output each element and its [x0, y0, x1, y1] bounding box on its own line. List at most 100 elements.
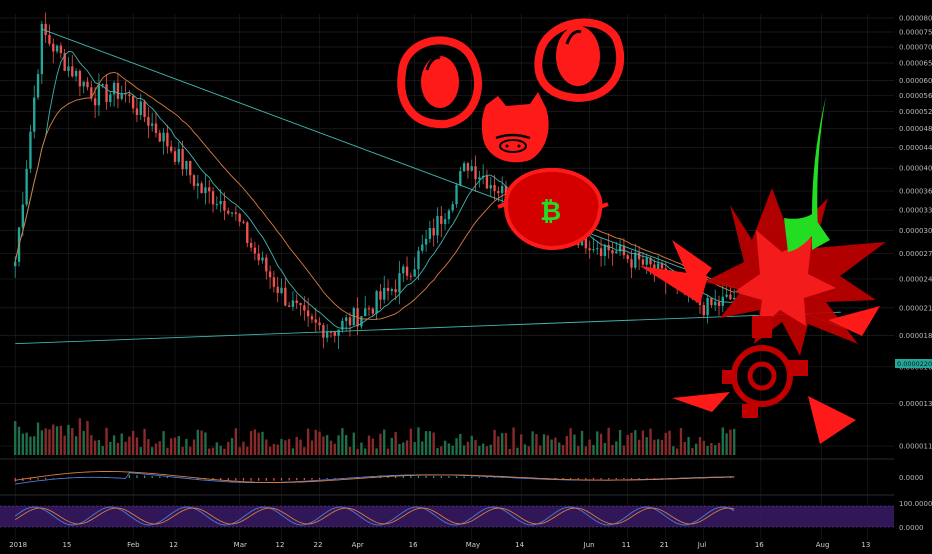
price-tick-label: 0.00008000 — [899, 15, 932, 23]
candle-body — [615, 251, 618, 254]
time-tick-label: Jun — [583, 541, 595, 549]
time-tick-label: Feb — [127, 541, 140, 549]
volume-bar — [580, 430, 584, 455]
volume-bar — [611, 444, 614, 455]
candle-body — [329, 331, 333, 333]
candle-body — [246, 222, 249, 243]
candle-body — [603, 245, 607, 256]
candle-body — [611, 250, 614, 254]
candle-body — [25, 168, 28, 205]
candle-body — [287, 305, 291, 307]
volume-bar — [181, 446, 184, 455]
macd-panel — [0, 458, 894, 496]
candle-body — [154, 123, 158, 133]
volume-bar — [596, 431, 599, 455]
time-tick-label: 14 — [515, 541, 524, 549]
volume-bar — [158, 441, 161, 455]
volume-bar — [17, 426, 21, 455]
candle-body — [291, 300, 295, 307]
candle-body — [215, 204, 219, 206]
volume-bar — [520, 434, 523, 455]
volume-bar — [398, 443, 401, 455]
candle-body — [402, 266, 405, 274]
volume-bar — [211, 447, 215, 455]
candle-body — [230, 212, 234, 214]
time-tick-label: 16 — [755, 541, 764, 549]
price-tick-label: 0.00004400 — [899, 144, 932, 152]
candle-body — [421, 244, 424, 251]
volume-bar — [550, 439, 553, 455]
candle-body — [189, 160, 192, 176]
volume-bar — [78, 418, 82, 455]
last-price-tag: 0.00002200 — [895, 359, 932, 368]
time-axis[interactable]: 2018 15 Feb 12 Mar 12 22 Apr 16 May 14 Jun 11 21 Jul 16… — [9, 541, 870, 549]
volume-bar — [246, 446, 249, 455]
candle-body — [185, 160, 188, 170]
volume-bar — [466, 441, 470, 455]
volume-bar — [500, 433, 504, 455]
candle-body — [223, 201, 226, 211]
candle-body — [626, 255, 629, 260]
candle-body — [497, 191, 500, 194]
candle-body — [390, 289, 394, 292]
candle-body — [729, 294, 732, 300]
volume-bar — [714, 445, 717, 455]
price-axis[interactable]: 0.00008000 0.00007500 0.00007000 0.00006500… — [899, 15, 932, 451]
volume-bar — [383, 429, 386, 455]
volume-bar — [573, 434, 576, 455]
candle-body — [451, 204, 454, 211]
candle-body — [200, 183, 203, 194]
volume-bar — [33, 436, 36, 455]
candle-body — [166, 132, 169, 147]
volume-bar — [421, 441, 424, 455]
volume-bar — [405, 440, 409, 455]
volume-bar — [592, 444, 595, 455]
volume-bar — [554, 437, 557, 455]
trendline — [15, 311, 841, 345]
candle-body — [455, 185, 458, 205]
candle-body — [242, 221, 245, 223]
candle-body — [424, 238, 428, 245]
bitcoin-lemon-icon: ₿ — [497, 167, 609, 251]
candle-body — [227, 210, 230, 214]
candle-body — [310, 316, 314, 320]
candle-body — [428, 228, 432, 239]
volume-bar — [668, 430, 671, 455]
candle-body — [131, 95, 135, 109]
left-eye-icon — [397, 36, 482, 129]
candle-body — [238, 213, 241, 222]
volume-bar — [729, 429, 732, 455]
volume-bar — [322, 436, 325, 455]
volume-bar — [234, 428, 238, 455]
volume-bar — [21, 433, 25, 455]
candle-body — [656, 263, 660, 272]
volume-bar — [459, 433, 462, 455]
candle-body — [352, 308, 355, 326]
volume-bar — [706, 445, 709, 455]
green-rocket-icon — [784, 96, 830, 252]
candle-body — [702, 304, 705, 316]
volume-bar — [348, 446, 352, 455]
volume-bar — [691, 447, 694, 455]
candle-body — [348, 317, 352, 326]
volume-bar — [295, 436, 298, 455]
candle-body — [93, 98, 97, 106]
candle-body — [150, 123, 154, 126]
candle-body — [181, 149, 184, 170]
volume-bar — [626, 434, 629, 455]
candle-body — [500, 186, 504, 194]
volume-bar — [36, 422, 40, 455]
candle-body — [466, 163, 470, 171]
volume-bar — [447, 443, 451, 455]
volume-bar — [185, 438, 188, 455]
volume-bar — [645, 437, 648, 455]
volume-bar — [48, 429, 51, 455]
candle-body — [78, 70, 82, 87]
price-tick-label: 0.00006000 — [899, 77, 932, 85]
price-tick-label: 0.00001350 — [899, 400, 932, 408]
candle-body — [474, 166, 477, 180]
time-tick-label: 15 — [62, 541, 71, 549]
volume-bar — [615, 441, 618, 455]
